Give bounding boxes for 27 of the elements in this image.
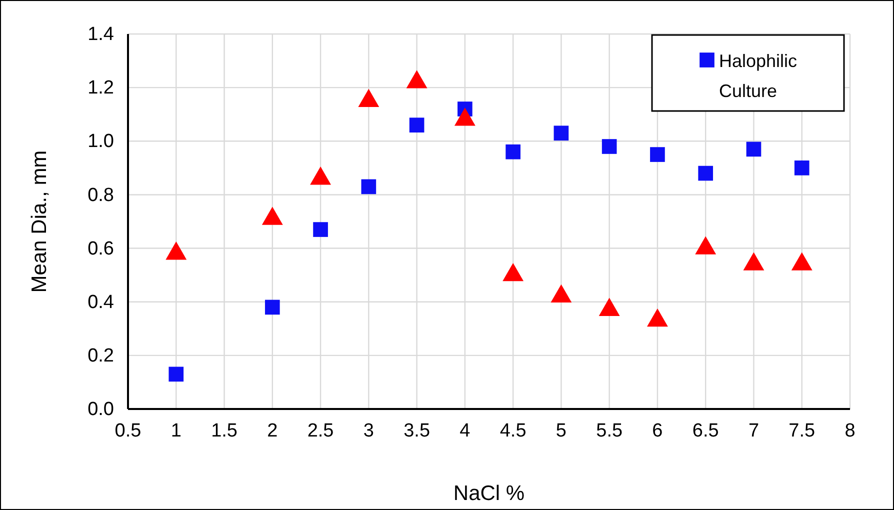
x-tick-label: 2.5 [307, 420, 334, 442]
y-axis-title: Mean Dia., mm [28, 150, 51, 293]
x-tick-label: 6 [652, 420, 663, 442]
x-tick-label: 2 [267, 420, 278, 442]
x-tick-label: 8 [844, 420, 856, 442]
legend-label: Halophilic Culture [719, 51, 798, 101]
x-tick-label: 0.5 [114, 420, 142, 442]
y-tick-label: 0.4 [88, 292, 114, 313]
x-tick-label: 4.5 [500, 420, 526, 442]
x-tick-label: 7 [748, 420, 760, 442]
y-tick-label: 1.0 [88, 131, 114, 152]
y-tick-label: 1.4 [88, 24, 114, 46]
x-tick-label: 1 [170, 420, 182, 442]
x-axis-title: NaCl % [453, 482, 525, 505]
x-tick-label: 6.5 [692, 420, 719, 442]
x-tick-label: 3 [363, 420, 374, 442]
x-tick-label: 5.5 [596, 420, 623, 442]
x-tick-label: 7.5 [788, 420, 816, 442]
y-tick-label: 0.8 [88, 184, 114, 206]
x-tick-label: 3.5 [404, 420, 430, 442]
x-tick-label: 4 [460, 420, 471, 442]
x-tick-label: 1.5 [211, 420, 238, 442]
y-tick-label: 0.6 [88, 238, 114, 260]
y-tick-label: 1.2 [88, 78, 114, 99]
y-tick-label: 0.0 [88, 399, 114, 420]
y-tick-label: 0.2 [88, 346, 114, 367]
x-tick-label: 5 [556, 420, 566, 442]
